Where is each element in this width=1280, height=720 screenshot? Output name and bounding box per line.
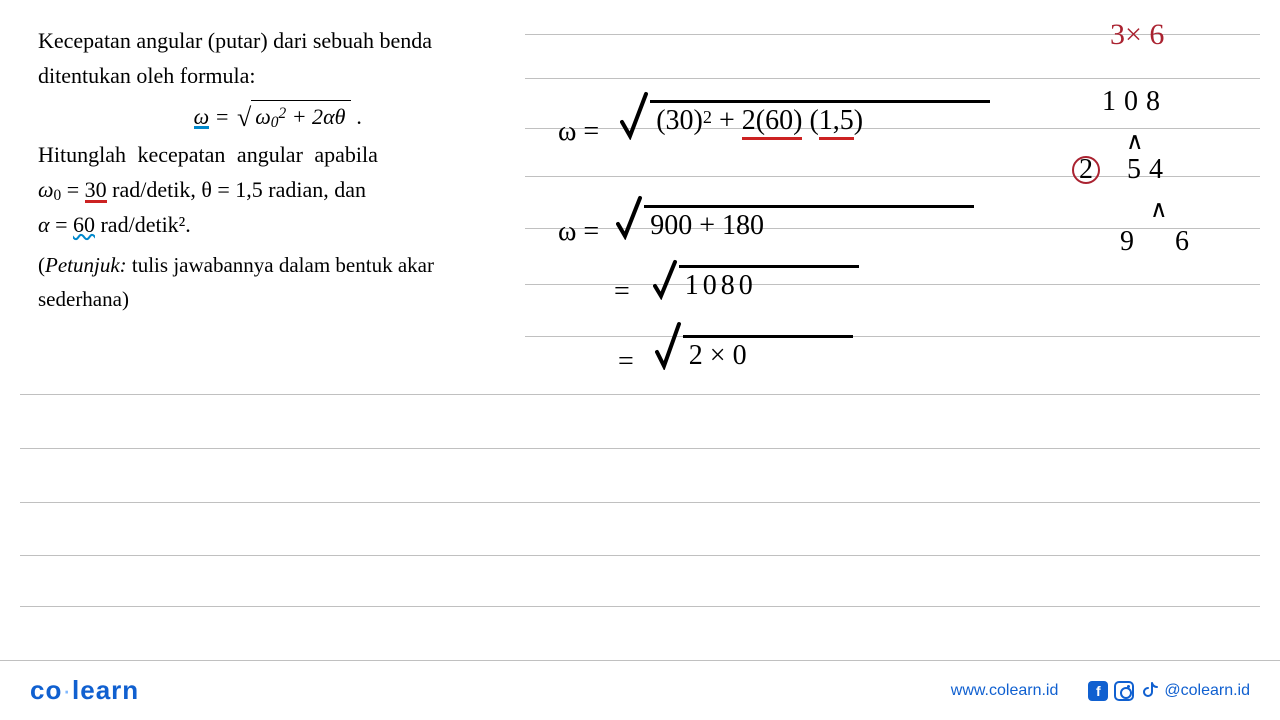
sqrt-icon [653, 258, 679, 300]
hw-eq4-lhs: = [618, 346, 634, 377]
hw-eq3: = 1080 [614, 258, 859, 306]
social-handle[interactable]: @colearn.id [1164, 682, 1250, 700]
hw-108-text: 108 [1102, 86, 1168, 117]
hw-eq4: = 2 × 0 [618, 320, 853, 376]
formula-equals: = [215, 104, 235, 129]
hw-54: 54 [1127, 154, 1171, 185]
hw-sqrt4: 2 × 0 [655, 320, 853, 370]
omega-sub: 0 [54, 187, 62, 204]
hw-6: 6 [1175, 226, 1189, 257]
eq-text: = [67, 177, 85, 202]
hw-sqrt2: 900 + 180 [616, 194, 974, 240]
problem-line5: α = 60 rad/detik². [38, 210, 518, 241]
sqrt-icon: √ω02 + 2αθ [235, 100, 351, 136]
hw-eq1: ω = (30)2 + 2(60) (1,5) [558, 90, 990, 146]
logo-part-a: co [30, 675, 62, 705]
problem-formula: ω = √ω02 + 2αθ . [38, 100, 518, 136]
problem-statement: Kecepatan angular (putar) dari sebuah be… [38, 26, 518, 318]
line4-rest: rad/detik, θ = 1,5 radian, dan [112, 177, 366, 202]
hw-eq1-lhs: ω = [558, 116, 599, 147]
hw-circled-2: 2 [1072, 156, 1100, 184]
sqrt-icon [620, 90, 650, 140]
hint-text-a: tulis jawabannya dalam bentuk akar [127, 253, 434, 277]
hw-eq2: ω = 900 + 180 [558, 194, 974, 246]
problem-line1: Kecepatan angular (putar) dari sebuah be… [38, 26, 518, 57]
hw-sqrt1: (30)2 + 2(60) (1,5) [620, 90, 990, 140]
omega-var: ω [38, 177, 54, 202]
hw-side-row2: 2 54 [1072, 156, 1171, 184]
hw-side-top: 3× 6 [1110, 20, 1164, 50]
social-links: f @colearn.id [1088, 681, 1250, 701]
alpha-prefix: α = [38, 212, 73, 237]
problem-line4: ω0 = 30 rad/detik, θ = 1,5 radian, dan [38, 175, 518, 207]
logo-part-b: learn [72, 675, 139, 705]
logo-dot: · [62, 675, 72, 705]
footer: co·learn www.colearn.id f @colearn.id [0, 660, 1280, 720]
hw-caret1: ∧ [1126, 130, 1144, 154]
problem-hint: (Petunjuk: tulis jawabannya dalam bentuk… [38, 251, 518, 280]
instagram-icon[interactable] [1114, 681, 1134, 701]
hw-eq2-lhs: ω = [558, 216, 599, 247]
line5-dot: . [185, 212, 191, 237]
hw-eq4-body: 2 × 0 [683, 335, 853, 370]
problem-line2: ditentukan oleh formula: [38, 61, 518, 92]
hw-eq2-body: 900 + 180 [644, 205, 974, 240]
site-url[interactable]: www.colearn.id [951, 682, 1059, 700]
alpha-value: 60 [73, 212, 95, 237]
sqrt-icon [616, 194, 644, 240]
problem-line3: Hitunglah kecepatan angular apabila [38, 140, 518, 171]
hw-side-108: 108 [1102, 88, 1168, 116]
brand-logo: co·learn [30, 675, 139, 706]
tiktok-icon[interactable] [1140, 681, 1158, 701]
hw-eq3-lhs: = [614, 276, 630, 307]
facebook-icon[interactable]: f [1088, 681, 1108, 701]
hw-eq1-d: (1,5) [809, 105, 863, 136]
hw-eq1-sup: 2 [703, 107, 712, 127]
hw-eq1-plus: + [719, 105, 742, 136]
hw-eq1-a: (30) [656, 105, 703, 136]
hw-caret2: ∧ [1150, 198, 1168, 222]
omega0-value: 30 [85, 180, 107, 203]
formula-dot: . [357, 104, 363, 129]
hw-9: 9 [1120, 226, 1134, 257]
line5-units: rad/detik² [100, 212, 185, 237]
hw-eq1-c: 2(60) [742, 107, 803, 140]
hw-eq3-body: 1080 [679, 265, 859, 300]
hw-sqrt3: 1080 [653, 258, 859, 300]
formula-omega: ω [194, 107, 210, 130]
problem-hint-2: sederhana) [38, 285, 518, 314]
hint-label: Petunjuk: [45, 253, 127, 277]
sqrt-icon [655, 320, 683, 370]
hw-side-row3: 9 6 [1120, 228, 1189, 256]
